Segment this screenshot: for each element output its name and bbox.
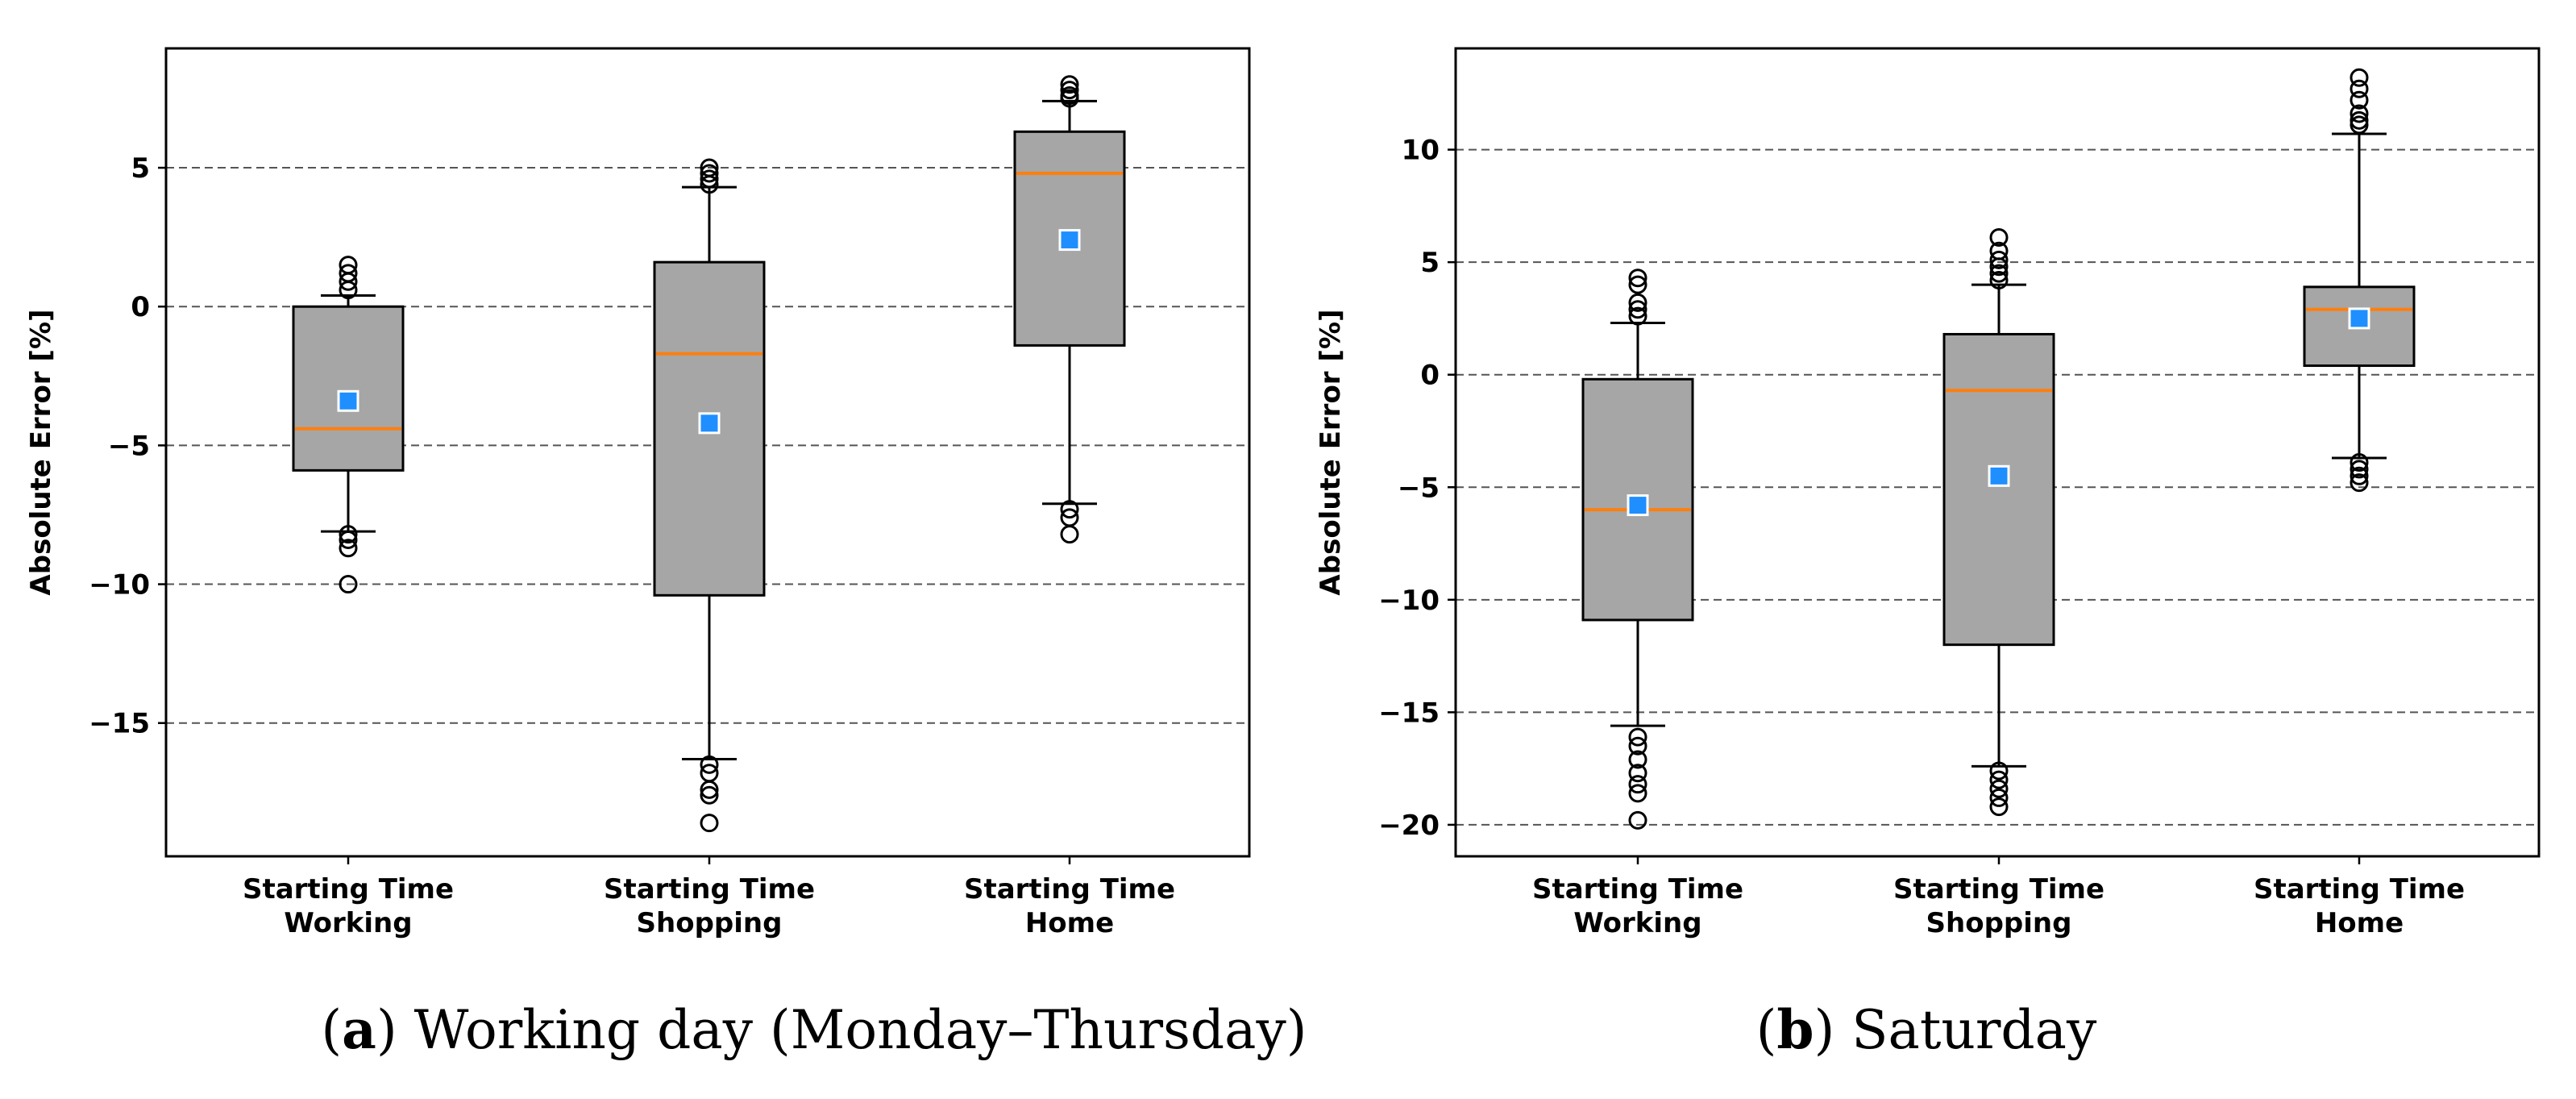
- outlier-point: [339, 525, 358, 544]
- outlier-point: [1989, 264, 2009, 283]
- outlier-point: [1060, 81, 1079, 100]
- outlier-point: [339, 281, 358, 300]
- outlier-point: [339, 530, 358, 549]
- y-tick-label: −10: [89, 569, 150, 602]
- x-tick-label-line2: Home: [1025, 907, 1114, 939]
- outlier-point: [700, 755, 719, 774]
- outlier-point: [700, 814, 719, 833]
- plot-frame: [1454, 47, 2541, 858]
- y-axis-label: Absolute Error [%]: [25, 309, 57, 595]
- outlier-point: [2350, 453, 2369, 472]
- outlier-point: [1628, 727, 1647, 747]
- outlier-point: [1060, 89, 1079, 108]
- outlier-point: [700, 169, 719, 189]
- iqr-box: [292, 305, 405, 472]
- outlier-point: [339, 539, 358, 558]
- y-tick-label: 10: [1402, 135, 1440, 167]
- y-tick-label: −10: [1378, 585, 1440, 617]
- outlier-point: [1989, 250, 2009, 269]
- y-tick-label: −15: [89, 708, 150, 740]
- outlier-point: [1628, 764, 1647, 783]
- box-3: [2303, 68, 2416, 493]
- outlier-point: [339, 575, 358, 594]
- y-tick-label: 5: [131, 152, 150, 185]
- plot-frame: [164, 47, 1251, 858]
- x-tick-label-line1: Starting Time: [1532, 873, 1743, 905]
- outlier-point: [700, 780, 719, 799]
- outlier-point: [2350, 104, 2369, 123]
- box-3: [1013, 75, 1126, 544]
- box-2: [653, 158, 766, 833]
- y-tick-label: −15: [1378, 697, 1440, 729]
- outlier-point: [1628, 269, 1647, 288]
- box-2: [1942, 227, 2055, 817]
- outlier-point: [1628, 736, 1647, 756]
- outlier-point: [1628, 275, 1647, 294]
- x-tick-label-line1: Starting Time: [964, 873, 1175, 905]
- outlier-point: [1989, 770, 2009, 789]
- x-tick-label-line2: Working: [1573, 907, 1701, 939]
- mean-marker: [1627, 494, 1649, 517]
- y-tick-label: 0: [131, 291, 150, 323]
- outlier-point: [1628, 775, 1647, 794]
- panel-caption: (a) Working day (Monday–Thursday): [321, 998, 1307, 1061]
- outlier-point: [1989, 270, 2009, 289]
- x-tick-label-line1: Starting Time: [604, 873, 815, 905]
- outlier-point: [2350, 79, 2369, 98]
- outlier-point: [2350, 90, 2369, 110]
- outlier-point: [1628, 750, 1647, 769]
- x-tick-label-line1: Starting Time: [2254, 873, 2465, 905]
- outlier-point: [2350, 460, 2369, 479]
- outlier-point: [1989, 761, 2009, 781]
- outlier-point: [2350, 466, 2369, 485]
- outlier-point: [1628, 306, 1647, 326]
- mean-marker: [698, 412, 721, 435]
- x-tick-label-line2: Home: [2315, 907, 2404, 939]
- mean-marker: [337, 389, 359, 412]
- x-tick-label-line2: Shopping: [637, 907, 783, 939]
- outlier-point: [1628, 293, 1647, 312]
- x-tick-label-line1: Starting Time: [1893, 873, 2104, 905]
- box-1: [1581, 269, 1694, 830]
- outlier-point: [1989, 257, 2009, 277]
- outlier-point: [2350, 68, 2369, 87]
- outlier-point: [1628, 810, 1647, 830]
- outlier-point: [1060, 500, 1079, 519]
- mean-marker: [2348, 307, 2370, 330]
- outlier-point: [700, 175, 719, 194]
- y-tick-label: −20: [1378, 810, 1440, 842]
- outlier-point: [1060, 525, 1079, 544]
- box-1: [292, 256, 405, 594]
- outlier-point: [700, 785, 719, 805]
- outlier-point: [1989, 227, 2009, 247]
- y-tick-label: 0: [1420, 360, 1440, 392]
- outlier-point: [2350, 115, 2369, 135]
- mean-marker: [1058, 229, 1081, 252]
- x-tick-label-line1: Starting Time: [243, 873, 454, 905]
- mean-marker: [1988, 464, 2010, 487]
- outlier-point: [1060, 75, 1079, 94]
- y-tick-label: 5: [1420, 247, 1440, 279]
- x-tick-label-line2: Working: [284, 907, 412, 939]
- iqr-box: [1942, 332, 2055, 647]
- outlier-point: [1628, 300, 1647, 319]
- outlier-point: [1989, 779, 2009, 798]
- y-tick-label: −5: [1398, 472, 1440, 504]
- outlier-point: [1989, 797, 2009, 817]
- outlier-point: [2350, 473, 2369, 493]
- outlier-point: [339, 272, 358, 291]
- x-tick-label-line2: Shopping: [1926, 907, 2072, 939]
- outlier-point: [1628, 784, 1647, 803]
- y-tick-label: −5: [108, 430, 150, 462]
- panel-caption: (b) Saturday: [1756, 998, 2097, 1061]
- y-axis-label: Absolute Error [%]: [1315, 309, 1347, 595]
- outlier-point: [1989, 788, 2009, 807]
- outlier-point: [700, 164, 719, 183]
